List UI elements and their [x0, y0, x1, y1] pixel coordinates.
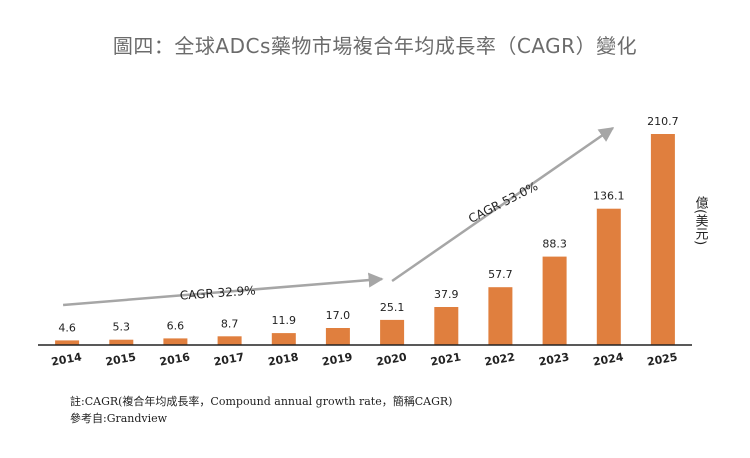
- cagr-arrow-2: [391, 126, 615, 283]
- value-label-2016: 6.6: [167, 319, 185, 332]
- bar-2023: [542, 256, 567, 345]
- value-label-2021: 37.9: [434, 288, 459, 301]
- x-tick-label-2017: 2017: [213, 350, 245, 368]
- value-label-2014: 4.6: [58, 321, 76, 334]
- value-label-2023: 88.3: [542, 238, 567, 251]
- x-tick-label-2019: 2019: [321, 350, 353, 368]
- value-label-2025: 210.7: [647, 115, 679, 128]
- x-tick-label-2021: 2021: [429, 350, 461, 368]
- value-label-2020: 25.1: [380, 301, 405, 314]
- bar-2022: [488, 287, 513, 345]
- bar-2020: [380, 319, 405, 345]
- value-labels-group: 4.6 5.3 6.6 8.7 11.9 17.0 25.1 37.9 57.7 88.3 136.…: [58, 115, 678, 334]
- value-label-2015: 5.3: [113, 321, 131, 334]
- x-tick-labels-group: 2014 2015 2016 2017 2018 2019 2020 2021 2022 2023…: [50, 350, 678, 368]
- value-label-2024: 136.1: [593, 190, 625, 203]
- x-tick-label-2014: 2014: [50, 350, 83, 368]
- x-tick-label-2025: 2025: [646, 350, 678, 368]
- bar-2019: [325, 328, 350, 345]
- cagr-annotations: CAGR 32.9% CAGR 53.0%: [62, 126, 615, 307]
- x-tick-label-2023: 2023: [538, 350, 570, 368]
- bar-2016: [163, 338, 188, 345]
- value-label-2022: 57.7: [488, 268, 513, 281]
- value-label-2018: 11.9: [272, 314, 297, 327]
- chart-title: 圖四：全球ADCs藥物市場複合年均成長率（CAGR）變化: [112, 34, 638, 58]
- x-tick-label-2015: 2015: [104, 350, 136, 368]
- cagr-arrow-1: [62, 272, 384, 307]
- cagr-label-1: CAGR 32.9%: [179, 283, 256, 302]
- value-label-2019: 17.0: [326, 309, 351, 322]
- x-tick-label-2024: 2024: [592, 350, 625, 368]
- bar-2024: [596, 208, 621, 345]
- x-tick-label-2018: 2018: [267, 350, 299, 368]
- value-label-2017: 8.7: [221, 317, 239, 330]
- x-tick-label-2022: 2022: [484, 350, 516, 368]
- footnote-cagr-definition: 註:CAGR(複合年均成長率，Compound annual growth ra…: [70, 395, 453, 408]
- y-axis-label: 億(美元): [693, 195, 709, 245]
- bar-2025: [650, 134, 675, 345]
- bar-2021: [434, 307, 459, 345]
- x-tick-label-2016: 2016: [159, 350, 192, 368]
- bar-2018: [271, 333, 296, 345]
- bar-2015: [109, 339, 134, 345]
- bars-group: [55, 134, 675, 345]
- bar-2017: [217, 336, 242, 345]
- bar-2014: [55, 340, 80, 345]
- footnote-source: 參考自:Grandview: [70, 412, 168, 425]
- cagr-label-2: CAGR 53.0%: [466, 179, 540, 226]
- x-tick-label-2020: 2020: [375, 350, 408, 368]
